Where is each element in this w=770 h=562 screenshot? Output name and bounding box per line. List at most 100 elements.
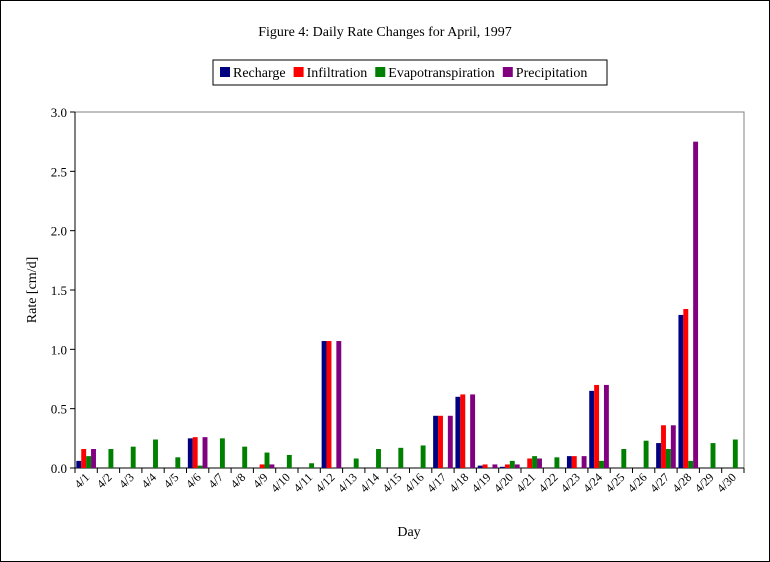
- y-tick-label: 3.0: [51, 105, 67, 120]
- bar-evapotranspiration-4-16: [420, 445, 426, 468]
- bar-precipitation-4-1: [91, 449, 96, 468]
- y-tick-label: 1.5: [51, 283, 67, 298]
- bar-recharge-4-6: [187, 438, 193, 468]
- legend-box: [212, 59, 608, 86]
- x-tick-label: 4/5: [161, 470, 182, 491]
- bar-evapotranspiration-4-15: [398, 447, 404, 468]
- x-tick-label: 4/24: [580, 470, 605, 495]
- legend-label-recharge: Recharge: [233, 66, 286, 81]
- x-tick-label: 4/28: [669, 470, 694, 495]
- x-tick-label: 4/23: [558, 470, 583, 495]
- bar-recharge-4-24: [589, 390, 595, 468]
- bar-infiltration-4-28: [683, 308, 689, 468]
- bar-infiltration-4-21: [527, 458, 533, 468]
- bar-precipitation-4-18: [470, 394, 476, 468]
- x-tick-label: 4/22: [536, 470, 561, 495]
- x-tick-label: 4/27: [647, 470, 672, 495]
- bar-recharge-4-1: [76, 460, 82, 468]
- bar-evapotranspiration-4-14: [376, 449, 381, 468]
- bar-evapotranspiration-4-7: [219, 438, 225, 468]
- bar-evapotranspiration-4-2: [108, 449, 114, 468]
- bar-recharge-4-20: [500, 466, 505, 468]
- bar-evapotranspiration-4-1: [86, 456, 92, 468]
- legend-label-precipitation: Precipitation: [516, 66, 588, 81]
- bar-recharge-4-23: [566, 456, 572, 468]
- bar-infiltration-4-24: [594, 384, 600, 468]
- x-tick-label: 4/18: [446, 470, 471, 495]
- bar-precipitation-4-12: [336, 341, 342, 468]
- bar-infiltration-4-12: [326, 341, 332, 468]
- y-tick-label: 1.0: [51, 342, 67, 357]
- bar-infiltration-4-9: [259, 464, 265, 468]
- bar-infiltration-4-20: [504, 464, 510, 468]
- bar-precipitation-4-23: [581, 456, 587, 468]
- bars: [76, 141, 738, 468]
- bar-infiltration-4-6: [192, 437, 198, 468]
- plot-area: [74, 111, 745, 469]
- bar-precipitation-4-20: [514, 464, 520, 468]
- x-tick-label: 4/16: [402, 470, 427, 495]
- bar-evapotranspiration-4-21: [532, 456, 538, 468]
- bar-evapotranspiration-4-8: [242, 446, 248, 468]
- bar-evapotranspiration-4-6: [197, 465, 203, 468]
- x-axis: 4/1 4/2 4/3 4/4 4/5 4/6 4/7 4/8 4/94/104/114/124…: [72, 467, 745, 495]
- x-tick-label: 4/2: [94, 470, 115, 491]
- x-tick-label: 4/4: [138, 470, 159, 491]
- bar-evapotranspiration-4-9: [264, 452, 270, 468]
- bar-recharge-4-17: [433, 415, 439, 468]
- bar-evapotranspiration-4-5: [175, 457, 181, 468]
- bar-evapotranspiration-4-20: [509, 460, 515, 468]
- y-axis-label: Rate [cm/d]: [25, 257, 40, 323]
- x-tick-label: 4/11: [291, 470, 316, 495]
- y-tick-label: 0.0: [51, 461, 67, 476]
- bar-infiltration-4-23: [571, 456, 577, 468]
- legend-swatch-recharge: [220, 67, 230, 77]
- x-tick-label: 4/29: [692, 470, 717, 495]
- bar-evapotranspiration-4-10: [286, 454, 292, 468]
- x-tick-label: 4/10: [268, 470, 293, 495]
- x-tick-label: 4/3: [116, 470, 137, 491]
- bar-recharge-4-12: [321, 341, 327, 468]
- bar-precipitation-4-27: [670, 425, 676, 468]
- chart-title: Figure 4: Daily Rate Changes for April, …: [258, 25, 512, 40]
- bar-evapotranspiration-4-27: [665, 449, 671, 468]
- bar-infiltration-4-27: [661, 425, 666, 468]
- x-tick-label: 4/20: [491, 470, 516, 495]
- x-tick-label: 4/19: [469, 470, 494, 495]
- bar-recharge-4-18: [455, 396, 461, 468]
- bar-evapotranspiration-4-26: [643, 440, 649, 468]
- bar-evapotranspiration-4-25: [621, 449, 627, 468]
- bar-evapotranspiration-4-3: [130, 446, 136, 468]
- bar-infiltration-4-18: [460, 394, 466, 468]
- x-tick-label: 4/14: [357, 470, 382, 495]
- bar-recharge-4-27: [656, 443, 662, 468]
- x-tick-label: 4/17: [424, 470, 449, 495]
- bar-infiltration-4-1: [81, 449, 87, 468]
- legend-swatch-infiltration: [293, 67, 304, 77]
- x-tick-label: 4/13: [335, 470, 360, 495]
- y-axis: 0.0 0.5 1.0 1.5 2.0 2.5 3.0: [51, 105, 76, 476]
- x-tick-label: 4/8: [228, 470, 249, 491]
- bar-precipitation-4-6: [202, 437, 208, 468]
- x-tick-label: 4/6: [183, 470, 204, 491]
- bar-recharge-4-19: [477, 465, 483, 468]
- x-tick-label: 4/12: [313, 470, 338, 495]
- bar-precipitation-4-28: [693, 141, 699, 468]
- y-tick-label: 2.5: [51, 164, 67, 179]
- legend: Recharge Infiltration Evapotranspiration Pr…: [212, 59, 608, 86]
- x-tick-label: 4/21: [513, 470, 538, 495]
- x-tick-label: 4/30: [714, 470, 739, 495]
- y-tick-label: 2.0: [51, 224, 67, 239]
- bar-evapotranspiration-4-30: [732, 439, 738, 468]
- legend-label-infiltration: Infiltration: [307, 66, 368, 81]
- legend-swatch-precipitation: [502, 67, 513, 77]
- bar-precipitation-4-9: [269, 464, 275, 468]
- bar-recharge-4-28: [678, 314, 684, 468]
- bar-precipitation-4-17: [447, 415, 453, 468]
- bar-evapotranspiration-4-24: [599, 460, 604, 468]
- x-tick-label: 4/9: [250, 470, 271, 491]
- x-axis-label: Day: [397, 525, 420, 540]
- bar-precipitation-4-19: [492, 464, 498, 468]
- legend-label-evapotranspiration: Evapotranspiration: [388, 66, 495, 81]
